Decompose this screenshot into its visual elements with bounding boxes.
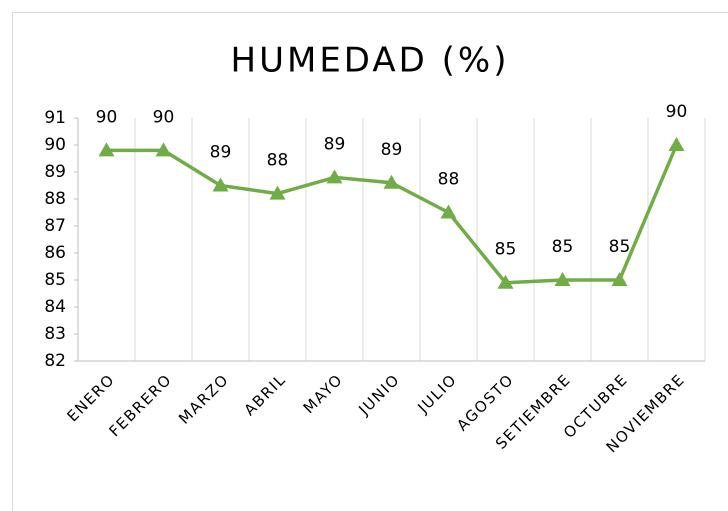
data-label: 90: [96, 107, 118, 127]
y-tick-label: 89: [44, 162, 66, 182]
data-label: 90: [666, 102, 688, 122]
marker: [383, 174, 400, 189]
y-tick-label: 88: [44, 189, 66, 209]
chart-title: HUMEDAD (%): [231, 41, 510, 81]
data-label: 88: [438, 170, 460, 190]
data-label: 90: [153, 107, 175, 127]
marker: [269, 185, 286, 200]
marker: [98, 142, 115, 157]
data-label: 89: [210, 143, 232, 163]
y-tick-label: 82: [44, 351, 66, 371]
y-tick-label: 83: [44, 324, 66, 344]
data-label: 88: [267, 151, 289, 171]
data-label: 85: [552, 237, 574, 257]
y-tick-label: 84: [44, 297, 66, 317]
marker: [554, 272, 571, 286]
y-tick-label: 90: [44, 135, 66, 155]
marker: [440, 204, 457, 219]
data-label: 85: [495, 240, 517, 260]
y-tick-label: 91: [44, 108, 66, 128]
marker: [668, 137, 685, 151]
marker: [611, 272, 628, 286]
marker: [326, 169, 343, 184]
data-label: 89: [381, 140, 403, 160]
y-tick-label: 85: [44, 270, 66, 290]
y-tick-label: 86: [44, 243, 66, 263]
data-label: 85: [609, 237, 631, 257]
y-tick-label: 87: [44, 216, 66, 236]
marker: [212, 177, 229, 192]
data-label: 89: [324, 134, 346, 154]
marker: [497, 274, 514, 289]
marker: [155, 142, 172, 157]
chart-frame: [12, 12, 728, 511]
